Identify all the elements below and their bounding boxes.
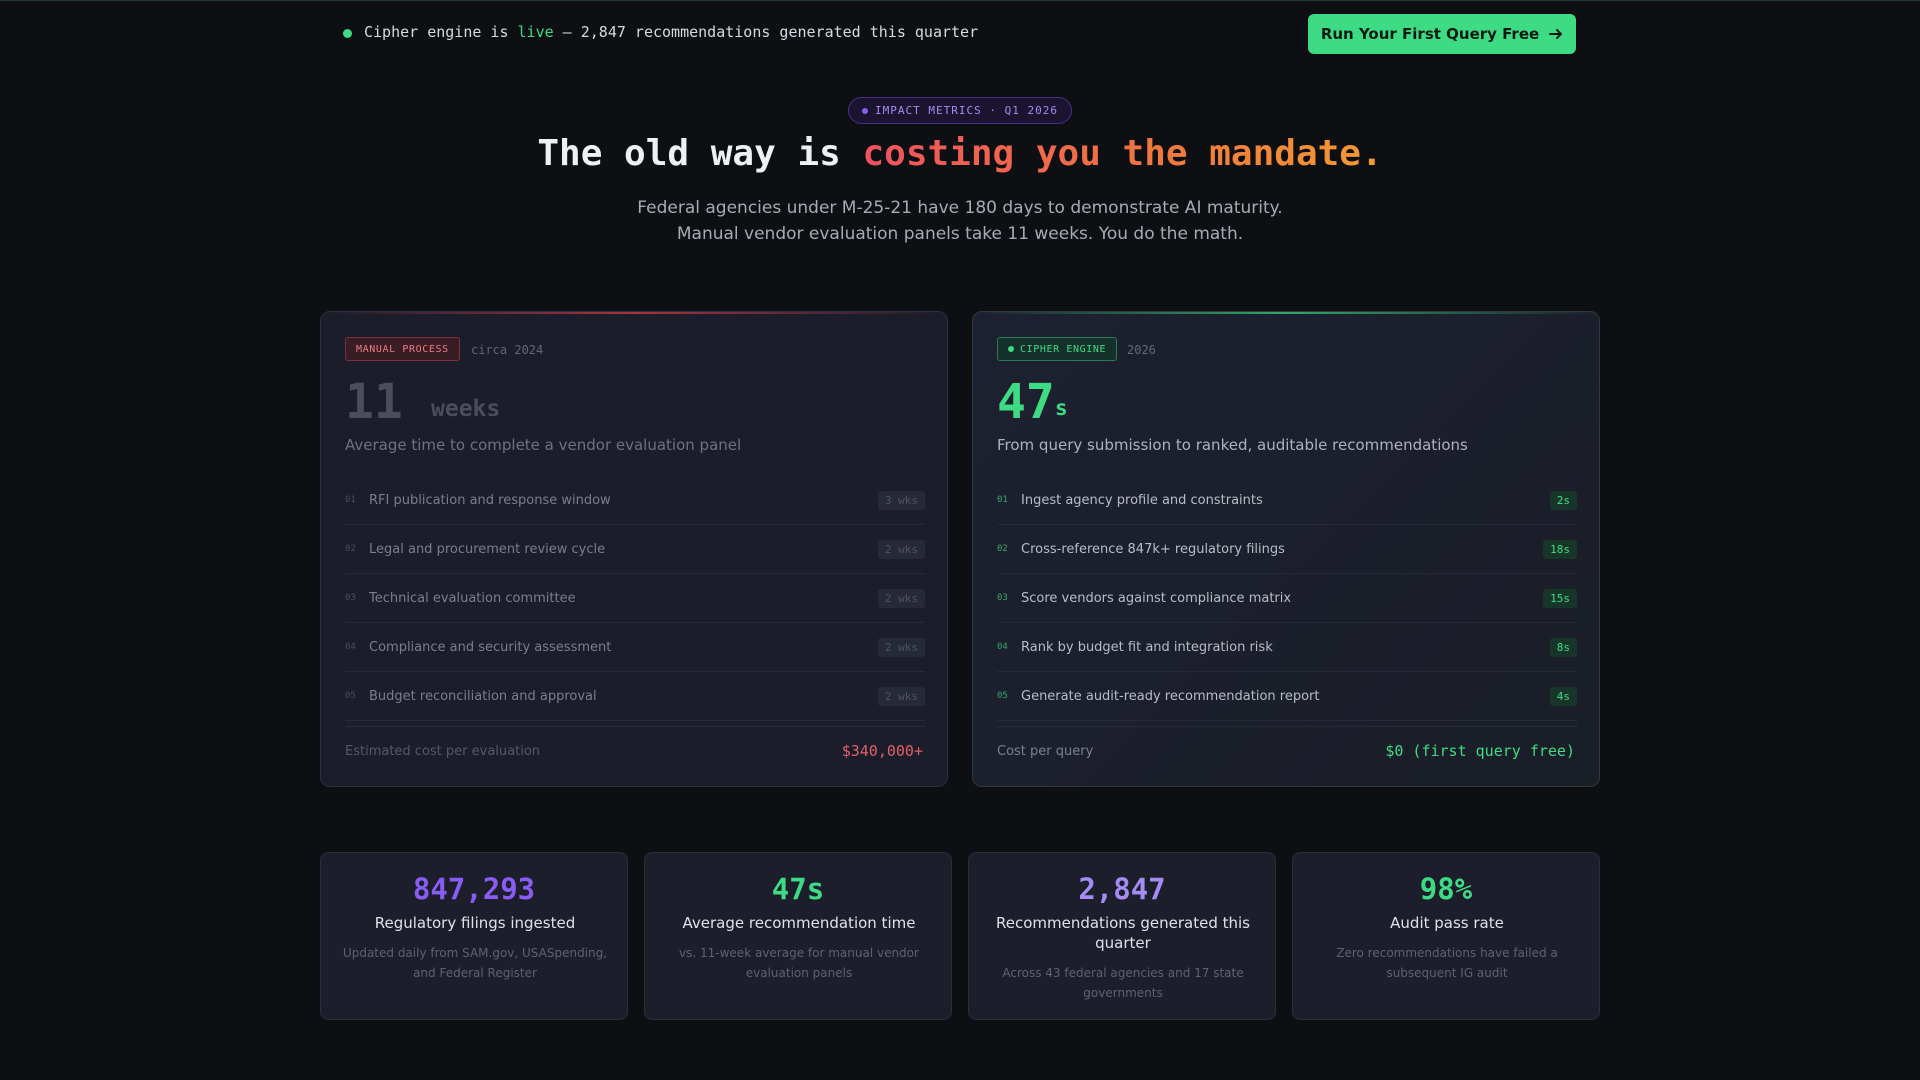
metric-card-filings: 847,293 Regulatory filings ingested Upda… (320, 852, 628, 1020)
cipher-step: 03 Score vendors against compliance matr… (997, 574, 1577, 623)
step-duration: 15s (1543, 588, 1577, 608)
cta-label: Run Your First Query Free (1320, 25, 1540, 43)
step-duration: 18s (1543, 539, 1577, 559)
manual-era: circa 2024 (471, 343, 544, 357)
manual-steps-list: 01 RFI publication and response window 3… (345, 476, 925, 721)
metric-note: Updated daily from SAM.gov, USASpending,… (342, 946, 608, 980)
step-label: Rank by budget fit and integration risk (1021, 639, 1273, 655)
card-top-accent (321, 312, 947, 314)
step-number: 05 (345, 691, 356, 701)
metric-note: Across 43 federal agencies and 17 state … (1002, 966, 1244, 1000)
metric-title: Recommendations generated this quarter (995, 914, 1250, 952)
pill-label: IMPACT METRICS · Q1 2026 (875, 104, 1058, 117)
metric-note: vs. 11-week average for manual vendor ev… (679, 946, 919, 980)
manual-step: 02 Legal and procurement review cycle 2 … (345, 525, 925, 574)
cipher-step: 05 Generate audit-ready recommendation r… (997, 672, 1577, 721)
title-accent: costing you the mandate. (862, 133, 1383, 174)
step-number: 04 (345, 642, 356, 652)
step-duration: 4s (1549, 686, 1577, 706)
metric-title: Audit pass rate (1390, 914, 1504, 932)
step-duration: 2s (1549, 490, 1577, 510)
step-duration: 8s (1549, 637, 1577, 657)
metric-card-recommendations: 2,847 Recommendations generated this qua… (968, 852, 1276, 1020)
cipher-big-unit: s (1055, 396, 1068, 420)
step-duration: 2 wks (877, 686, 925, 706)
metric-value: 98% (1419, 872, 1473, 906)
manual-step: 01 RFI publication and response window 3… (345, 476, 925, 525)
step-number: 03 (997, 593, 1008, 603)
step-label: Ingest agency profile and constraints (1021, 492, 1263, 508)
step-label: Score vendors against compliance matrix (1021, 590, 1292, 606)
step-number: 02 (345, 544, 356, 554)
step-label: Budget reconciliation and approval (369, 688, 597, 704)
cipher-step: 01 Ingest agency profile and constraints… (997, 476, 1577, 525)
step-duration: 3 wks (877, 490, 925, 510)
badge-dot-icon (1008, 346, 1014, 352)
step-label: Legal and procurement review cycle (369, 541, 606, 557)
cipher-big-number: 47 (997, 374, 1055, 430)
metric-title: Average recommendation time (682, 914, 916, 932)
manual-step: 04 Compliance and security assessment 2 … (345, 623, 925, 672)
manual-step: 05 Budget reconciliation and approval 2 … (345, 672, 925, 721)
step-number: 04 (997, 642, 1008, 652)
live-status-dot (343, 29, 352, 38)
manual-description: Average time to complete a vendor evalua… (345, 436, 742, 454)
metric-value: 847,293 (412, 872, 536, 906)
manual-step: 03 Technical evaluation committee 2 wks (345, 574, 925, 623)
cost-divider (345, 726, 925, 727)
manual-cost-value: $340,000+ (841, 742, 923, 760)
metric-card-audit: 98% Audit pass rate Zero recommendations… (1292, 852, 1600, 1020)
impact-metrics-pill: IMPACT METRICS · Q1 2026 (848, 97, 1072, 124)
page-title: The old way is costing you the mandate. (537, 133, 1383, 174)
metric-value: 47s (771, 872, 825, 906)
cost-divider (997, 726, 1577, 727)
pill-dot-icon (862, 107, 869, 114)
cipher-step: 02 Cross-reference 847k+ regulatory fili… (997, 525, 1577, 574)
live-word: live (517, 23, 554, 41)
step-number: 02 (997, 544, 1008, 554)
manual-process-badge: MANUAL PROCESS (345, 337, 460, 361)
status-message: Cipher engine is live — 2,847 recommenda… (364, 23, 979, 41)
step-number: 03 (345, 593, 356, 603)
step-number: 01 (997, 495, 1008, 505)
cipher-steps-list: 01 Ingest agency profile and constraints… (997, 476, 1577, 721)
step-number: 01 (345, 495, 356, 505)
step-label: Compliance and security assessment (369, 639, 612, 655)
cipher-step: 04 Rank by budget fit and integration ri… (997, 623, 1577, 672)
arrow-right-icon (1549, 29, 1563, 39)
metric-value: 2,847 (1078, 872, 1166, 906)
hero-subtitle: Federal agencies under M-25-21 have 180 … (637, 198, 1283, 244)
manual-process-card: MANUAL PROCESS circa 2024 11 weeks Avera… (320, 311, 948, 787)
step-duration: 2 wks (877, 539, 925, 559)
cipher-engine-badge: CIPHER ENGINE (997, 337, 1118, 361)
metric-card-time: 47s Average recommendation time vs. 11-w… (644, 852, 952, 1020)
card-top-accent (973, 312, 1599, 314)
step-label: Cross-reference 847k+ regulatory filings (1021, 541, 1285, 557)
step-number: 05 (997, 691, 1008, 701)
metric-title: Regulatory filings ingested (374, 914, 576, 932)
run-first-query-button[interactable]: Run Your First Query Free (1308, 14, 1576, 54)
step-label: Technical evaluation committee (369, 590, 576, 606)
manual-big-unit: weeks (431, 396, 501, 422)
cipher-engine-card: CIPHER ENGINE 2026 47 s From query submi… (972, 311, 1600, 787)
cipher-cost-label: Cost per query (997, 744, 1094, 759)
cipher-era: 2026 (1127, 343, 1156, 357)
step-duration: 2 wks (877, 637, 925, 657)
manual-big-number: 11 (345, 374, 403, 430)
manual-cost-label: Estimated cost per evaluation (345, 744, 541, 759)
step-duration: 2 wks (877, 588, 925, 608)
cipher-cost-value: $0 (first query free) (1385, 742, 1575, 760)
status-bar: Cipher engine is live — 2,847 recommenda… (0, 0, 1920, 64)
step-label: Generate audit-ready recommendation repo… (1021, 688, 1320, 704)
cipher-description: From query submission to ranked, auditab… (997, 436, 1468, 454)
metric-note: Zero recommendations have failed a subse… (1336, 946, 1558, 980)
step-label: RFI publication and response window (369, 492, 611, 508)
